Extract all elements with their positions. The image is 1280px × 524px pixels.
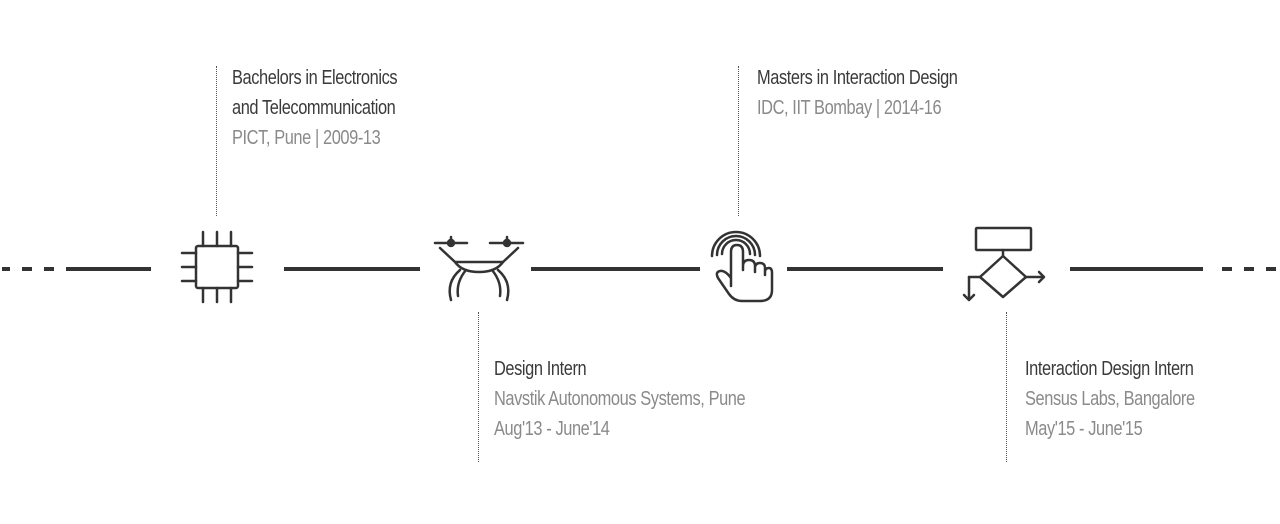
- milestone-title: Bachelors in Electronics: [232, 67, 398, 89]
- milestone-subtitle: Navstik Autonomous Systems, Pune: [494, 388, 746, 410]
- connector-line-2: [478, 312, 479, 462]
- milestone-subtitle: IDC, IIT Bombay | 2014-16: [757, 97, 942, 119]
- milestone-design-intern: Design Intern Navstik Autonomous Systems…: [494, 354, 746, 444]
- connector-line-3: [738, 66, 739, 216]
- milestone-title: Masters in Interaction Design: [757, 67, 958, 89]
- milestone-subtitle: May'15 - June'15: [1025, 418, 1143, 440]
- flowchart-icon: [962, 226, 1046, 302]
- milestone-subtitle: PICT, Pune | 2009-13: [232, 127, 381, 149]
- milestone-bachelors: Bachelors in Electronics and Telecommuni…: [232, 63, 398, 153]
- drone-icon: [433, 235, 525, 302]
- connector-line-1: [216, 66, 217, 216]
- connector-line-4: [1006, 312, 1007, 462]
- milestone-title: and Telecommunication: [232, 97, 396, 119]
- milestone-title: Interaction Design Intern: [1025, 358, 1194, 380]
- milestone-subtitle: Sensus Labs, Bangalore: [1025, 388, 1195, 410]
- microchip-icon: [180, 230, 254, 304]
- milestone-interaction-intern: Interaction Design Intern Sensus Labs, B…: [1025, 354, 1195, 444]
- milestone-subtitle: Aug'13 - June'14: [494, 418, 610, 440]
- milestone-title: Design Intern: [494, 358, 587, 380]
- milestone-masters: Masters in Interaction Design IDC, IIT B…: [757, 63, 958, 123]
- touch-gesture-icon: [710, 230, 774, 303]
